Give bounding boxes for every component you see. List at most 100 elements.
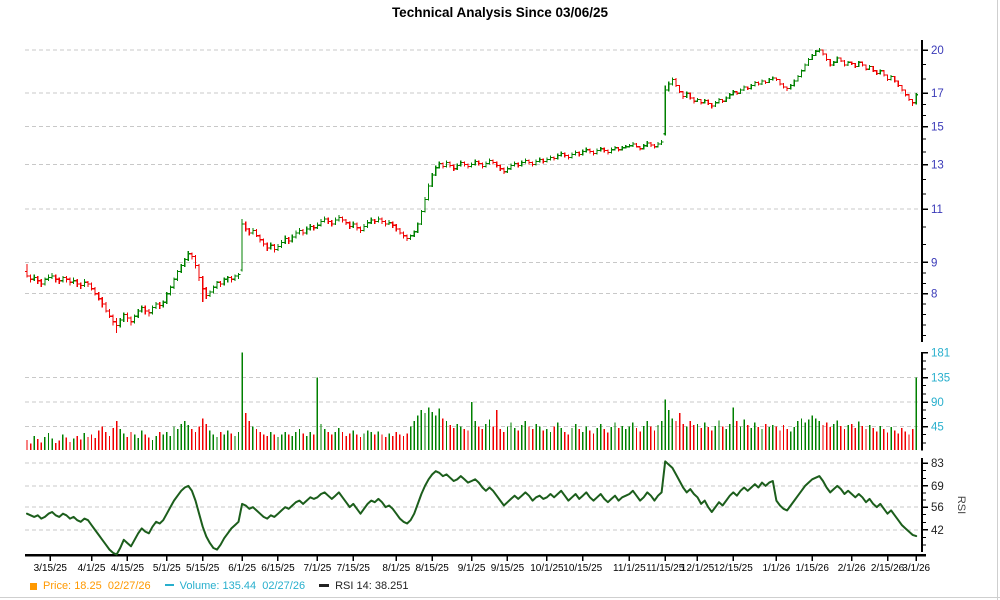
ohlc-bar	[853, 62, 858, 68]
ohlc-bar	[190, 252, 194, 260]
ohlc-bar	[860, 61, 865, 67]
date-tick-label: 1/1/26	[762, 563, 790, 574]
ohlc-bar	[573, 150, 578, 156]
ohlc-bar	[846, 60, 850, 66]
ohlc-bar	[577, 151, 581, 157]
ohlc-bar	[326, 217, 330, 224]
ohlc-bar	[333, 217, 338, 226]
volume-legend-dash-icon	[164, 584, 174, 586]
ohlc-bar	[670, 77, 675, 86]
ohlc-bar	[193, 255, 198, 269]
volume-axis-tick-label: 181	[931, 348, 950, 360]
ohlc-bar	[111, 314, 115, 326]
ohlc-bar	[32, 274, 36, 281]
ohlc-bar	[867, 65, 872, 71]
ohlc-bar	[172, 277, 176, 289]
ohlc-bar	[430, 172, 434, 187]
ohlc-bar	[519, 160, 524, 167]
ohlc-bar	[344, 218, 348, 226]
rsi-legend-dash-icon	[319, 583, 330, 587]
date-tick-label: 5/15/25	[186, 563, 220, 574]
ohlc-bar	[849, 61, 854, 66]
ohlc-bar	[154, 302, 158, 310]
date-tick-label: 10/1/25	[530, 563, 564, 574]
ohlc-bar	[122, 312, 126, 322]
ohlc-bar	[358, 226, 363, 234]
ohlc-bar	[480, 162, 485, 169]
ohlc-bar	[372, 218, 377, 224]
ohlc-bar	[806, 58, 811, 66]
ohlc-bar	[473, 159, 477, 166]
ohlc-bar	[727, 93, 732, 99]
ohlc-bar	[423, 197, 427, 213]
ohlc-bar	[882, 70, 886, 77]
ohlc-bar	[638, 145, 642, 151]
ohlc-bar	[810, 54, 815, 61]
ohlc-bar	[294, 230, 298, 239]
ohlc-bar	[710, 102, 714, 109]
ohlc-bar	[505, 166, 510, 173]
ohlc-bar	[416, 222, 420, 234]
ohlc-bar	[688, 92, 693, 100]
rsi-legend-value: 38.251	[374, 580, 409, 592]
date-tick-label: 5/1/25	[153, 563, 181, 574]
ohlc-bar	[674, 78, 678, 88]
ohlc-bar	[498, 164, 503, 171]
price-legend-swatch-icon	[30, 582, 37, 590]
ohlc-bar	[297, 227, 302, 235]
ohlc-bar	[412, 230, 417, 238]
ohlc-bar	[78, 282, 83, 289]
ohlc-bar	[355, 222, 359, 231]
ohlc-bar	[125, 312, 130, 322]
ohlc-bar	[179, 263, 183, 273]
ohlc-bar	[225, 276, 230, 283]
ohlc-bar	[441, 162, 445, 169]
ohlc-bar	[114, 318, 119, 334]
ohlc-bar	[649, 142, 653, 147]
price-legend-date: 02/27/26	[107, 580, 151, 592]
ohlc-bar	[835, 56, 840, 63]
ohlc-bar	[588, 148, 592, 154]
ohlc-bar	[200, 276, 205, 303]
ohlc-bar	[566, 154, 571, 160]
chart-title: Technical Analysis Since 03/06/25	[391, 5, 609, 20]
rsi-legend-label: RSI 14:	[335, 580, 372, 592]
ohlc-bar	[362, 223, 366, 232]
ohlc-bar	[760, 79, 764, 85]
rsi-axis-tick-label: 56	[931, 502, 944, 514]
ohlc-bar	[233, 274, 237, 281]
ohlc-bar	[724, 96, 728, 102]
ohlc-bar	[279, 239, 284, 249]
ohlc-bar	[147, 309, 151, 317]
ohlc-bar	[484, 161, 488, 168]
ohlc-bar	[398, 227, 402, 235]
ohlc-bar	[25, 263, 29, 278]
ohlc-bar	[570, 152, 574, 159]
date-tick-label: 12/15/25	[714, 563, 753, 574]
ohlc-bar	[208, 290, 212, 298]
ohlc-bar	[914, 93, 919, 105]
ohlc-bar	[645, 141, 650, 147]
ohlc-bar	[641, 143, 646, 150]
ohlc-bar	[699, 98, 703, 105]
ohlc-bar	[401, 231, 406, 239]
ohlc-bar	[433, 165, 438, 177]
ohlc-bar	[276, 243, 280, 251]
ohlc-bar	[347, 221, 352, 230]
ohlc-bar	[656, 142, 660, 148]
ohlc-bar	[871, 65, 875, 73]
ohlc-bar	[742, 85, 746, 91]
ohlc-bar	[451, 164, 456, 171]
ohlc-bar	[329, 220, 334, 227]
ohlc-bar	[738, 88, 743, 95]
ohlc-bar	[595, 148, 599, 155]
ohlc-bar	[46, 274, 51, 281]
ohlc-bar	[408, 234, 413, 240]
date-tick-label: 4/15/25	[111, 563, 145, 574]
ohlc-bar	[864, 64, 868, 71]
ohlc-bar	[469, 162, 474, 168]
ohlc-bar	[487, 158, 492, 165]
ohlc-bar	[609, 147, 614, 154]
ohlc-bar	[57, 277, 62, 284]
ohlc-bar	[43, 277, 47, 286]
